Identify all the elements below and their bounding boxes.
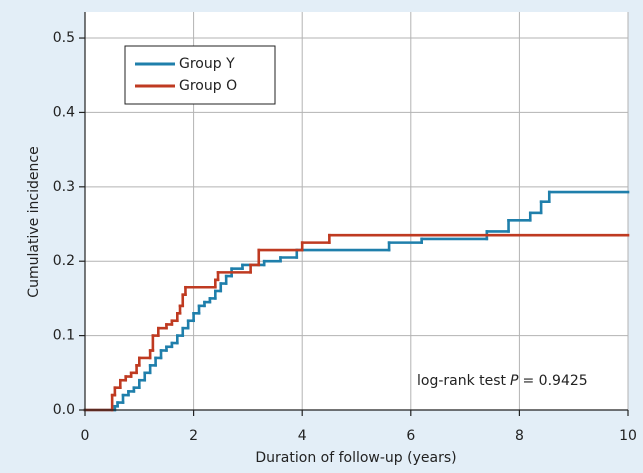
annotation-p: P: [510, 373, 519, 389]
x-tick-label: 6: [406, 428, 415, 444]
y-tick-label: 0.0: [53, 402, 75, 418]
lines: [83, 190, 630, 412]
x-tick-label: 0: [81, 428, 90, 444]
x-tick-label: 10: [619, 428, 637, 444]
x-axis-title: Duration of follow-up (years): [255, 450, 456, 466]
annotation-text: log-rank test: [417, 373, 507, 389]
x-tick-label: 2: [189, 428, 198, 444]
annotation-value: = 0.9425: [523, 373, 588, 389]
x-tick-label: 8: [515, 428, 524, 444]
legend-box: [124, 45, 276, 105]
y-tick-label: 0.5: [53, 30, 75, 46]
legend-label: Group Y: [179, 56, 235, 72]
y-tick-label: 0.4: [53, 104, 75, 120]
y-tick-label: 0.3: [53, 179, 75, 195]
y-tick-label: 0.1: [53, 328, 75, 344]
ticks: 0.0 0.1 0.2 0.3 0.4 0.5 0 2 4 6 8 10: [53, 30, 637, 444]
x-tick-label: 4: [298, 428, 307, 444]
y-axis-title: Cumulative incidence: [26, 146, 42, 297]
annotation: log-rank test P = 0.9425: [417, 373, 588, 389]
legend: Group Y Group O: [135, 56, 237, 94]
legend-label: Group O: [179, 78, 237, 94]
y-tick-label: 0.2: [53, 253, 75, 269]
